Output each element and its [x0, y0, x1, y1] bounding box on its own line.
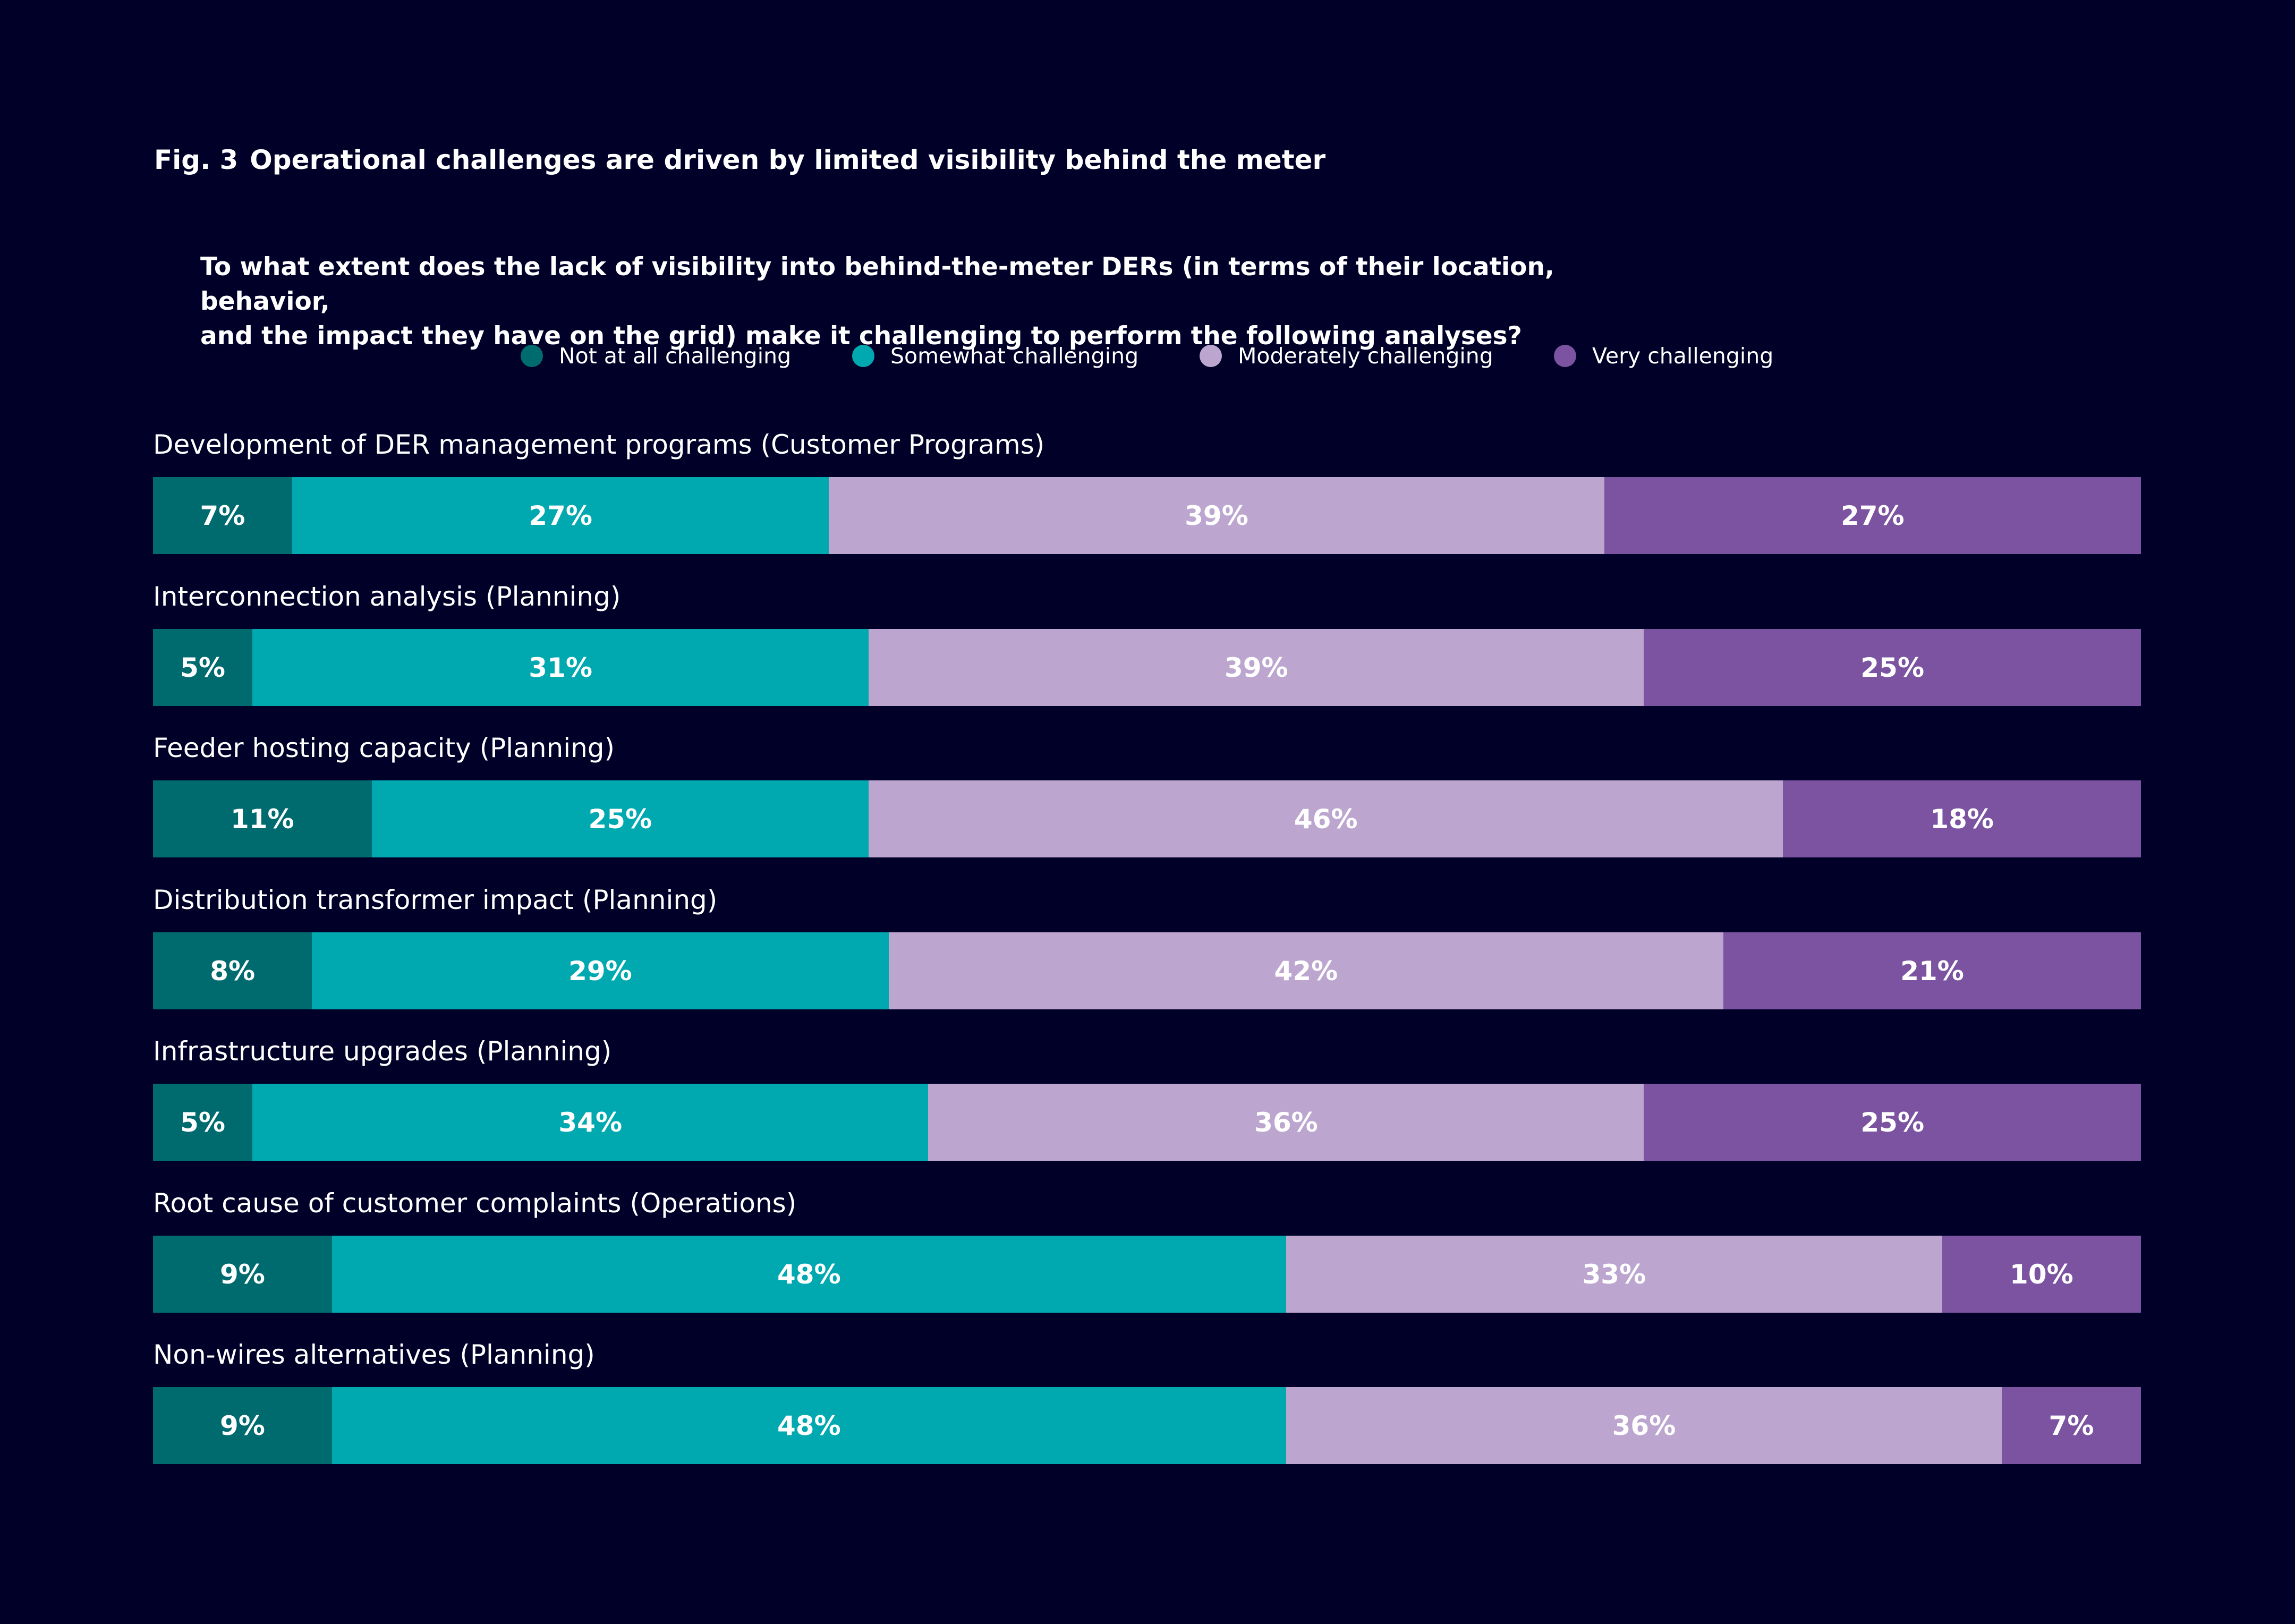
bar-segment: 27%	[1604, 477, 2141, 554]
row-label: Development of DER management programs (…	[153, 429, 1045, 460]
bar-value-label: 9%	[219, 1259, 265, 1290]
bar-value-label: 39%	[1224, 652, 1288, 683]
bar-segment: 31%	[252, 629, 869, 706]
bar-value-label: 42%	[1274, 955, 1338, 987]
legend-swatch	[521, 345, 543, 367]
row-label: Root cause of customer complaints (Opera…	[153, 1188, 797, 1219]
bar-segment: 5%	[153, 1084, 253, 1161]
bar-segment: 25%	[1644, 1084, 2141, 1161]
stacked-bar: 9% 48% 36% 7%	[153, 1387, 2141, 1464]
bar-value-label: 36%	[1612, 1410, 1676, 1441]
bar-segment: 9%	[153, 1236, 332, 1313]
row-label: Infrastructure upgrades (Planning)	[153, 1036, 612, 1067]
stacked-bar: 9% 48% 33% 10%	[153, 1236, 2141, 1313]
bar-segment: 36%	[928, 1084, 1644, 1161]
bar-value-label: 8%	[210, 955, 256, 987]
bar-segment: 7%	[153, 477, 292, 554]
bar-value-label: 5%	[180, 1107, 225, 1138]
stacked-bar: 8% 29% 42% 21%	[153, 932, 2141, 1009]
legend-label: Not at all challenging	[559, 343, 792, 369]
bar-segment: 5%	[153, 629, 253, 706]
stacked-bar: 7% 27% 39% 27%	[153, 477, 2141, 554]
legend-item: Somewhat challenging	[852, 343, 1138, 369]
legend-label: Very challenging	[1592, 343, 1774, 369]
legend-swatch	[1554, 345, 1576, 367]
bar-segment: 8%	[153, 932, 312, 1009]
bar-segment: 46%	[869, 780, 1783, 857]
row-label: Interconnection analysis (Planning)	[153, 581, 621, 612]
bar-value-label: 25%	[1860, 1107, 1925, 1138]
bar-segment: 33%	[1286, 1236, 1942, 1313]
bar-segment: 18%	[1783, 780, 2141, 857]
figure-number: Fig. 3	[154, 144, 239, 175]
bar-value-label: 10%	[2010, 1259, 2073, 1290]
bar-segment: 39%	[829, 477, 1604, 554]
bar-segment: 48%	[332, 1387, 1286, 1464]
bar-value-label: 9%	[219, 1410, 265, 1441]
bar-segment: 25%	[371, 780, 869, 857]
bar-value-label: 25%	[1860, 652, 1925, 683]
legend-label: Moderately challenging	[1238, 343, 1493, 369]
bar-value-label: 39%	[1185, 500, 1248, 531]
bar-segment: 9%	[153, 1387, 332, 1464]
legend-swatch	[852, 345, 874, 367]
bar-value-label: 25%	[588, 803, 652, 835]
bar-value-label: 29%	[568, 955, 632, 987]
legend-item: Not at all challenging	[521, 343, 791, 369]
bar-value-label: 7%	[200, 500, 245, 531]
row-label: Non-wires alternatives (Planning)	[153, 1339, 595, 1370]
bar-value-label: 18%	[1930, 803, 1994, 835]
bar-value-label: 27%	[529, 500, 592, 531]
bar-segment: 21%	[1723, 932, 2141, 1009]
bar-segment: 27%	[292, 477, 829, 554]
bar-value-label: 33%	[1582, 1259, 1646, 1290]
legend-item: Moderately challenging	[1200, 343, 1493, 369]
bar-segment: 34%	[252, 1084, 929, 1161]
bar-segment: 7%	[2002, 1387, 2141, 1464]
bar-segment: 42%	[888, 932, 1724, 1009]
bar-segment: 25%	[1644, 629, 2141, 706]
bar-value-label: 31%	[529, 652, 592, 683]
stacked-bar: 11% 25% 46% 18%	[153, 780, 2141, 857]
bar-value-label: 34%	[558, 1107, 623, 1138]
bar-segment: 36%	[1286, 1387, 2002, 1464]
bar-value-label: 7%	[2048, 1410, 2094, 1441]
bar-value-label: 46%	[1294, 803, 1358, 835]
legend: Not at all challenging Somewhat challengi…	[0, 343, 2295, 375]
bar-segment: 39%	[869, 629, 1644, 706]
stacked-bar: 5% 34% 36% 25%	[153, 1084, 2141, 1161]
row-label: Feeder hosting capacity (Planning)	[153, 733, 615, 763]
question-line-1: To what extent does the lack of visibili…	[200, 252, 1554, 316]
bar-value-label: 21%	[1900, 955, 1964, 987]
bar-segment: 48%	[332, 1236, 1286, 1313]
legend-label: Somewhat challenging	[890, 343, 1139, 369]
figure-title-text: Operational challenges are driven by lim…	[250, 144, 1326, 175]
bar-value-label: 36%	[1254, 1107, 1318, 1138]
bar-value-label: 48%	[777, 1410, 841, 1441]
row-label: Distribution transformer impact (Plannin…	[153, 885, 718, 915]
bar-segment: 29%	[312, 932, 889, 1009]
bar-value-label: 48%	[777, 1259, 841, 1290]
bar-value-label: 5%	[180, 652, 225, 683]
legend-item: Very challenging	[1554, 343, 1773, 369]
stacked-bar: 5% 31% 39% 25%	[153, 629, 2141, 706]
bar-value-label: 27%	[1840, 500, 1905, 531]
legend-swatch	[1200, 345, 1222, 367]
bar-segment: 10%	[1942, 1236, 2141, 1313]
figure-title: Fig. 3 Operational challenges are driven …	[154, 144, 1325, 175]
bar-value-label: 11%	[230, 803, 294, 835]
bar-segment: 11%	[153, 780, 372, 857]
